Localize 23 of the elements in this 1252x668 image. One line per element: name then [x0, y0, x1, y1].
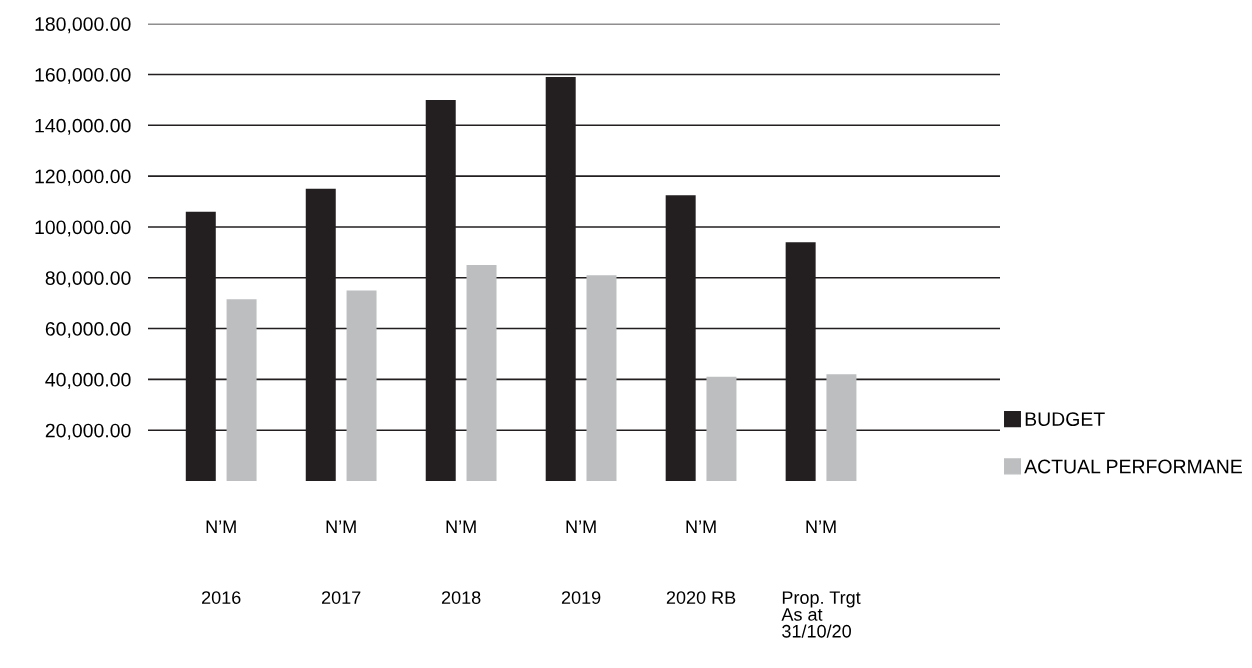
legend-label: ACTUAL PERFORMANE	[1024, 459, 1242, 474]
category-label: N’M 2019	[561, 520, 601, 604]
y-tick-label: 40,000.00	[45, 372, 131, 389]
y-tick-label: 140,000.00	[35, 118, 131, 135]
y-tick-label: 80,000.00	[45, 271, 131, 288]
y-tick-label: 160,000.00	[35, 67, 131, 85]
y-tick-label: 180,000.00	[35, 17, 131, 34]
bar	[586, 275, 617, 481]
bar	[346, 290, 377, 481]
category-label: N’M 2016	[202, 520, 241, 604]
category-label: N’M 2017	[321, 520, 361, 604]
y-tick-label: 60,000.00	[45, 322, 131, 339]
legend-label: BUDGET	[1025, 412, 1105, 426]
bar	[706, 376, 737, 481]
bar	[826, 374, 857, 481]
y-tick-label: 20,000.00	[45, 423, 131, 440]
bar	[226, 299, 257, 481]
category-label: N’M 2020 RB	[666, 520, 736, 604]
bar	[466, 265, 497, 481]
y-tick-label: 120,000.00	[35, 169, 131, 186]
category-label: N’M Prop. Trgt As at 31/10/20	[781, 520, 861, 638]
y-tick-label: 100,000.00	[35, 220, 131, 237]
category-label: N’M 2018	[441, 520, 481, 604]
